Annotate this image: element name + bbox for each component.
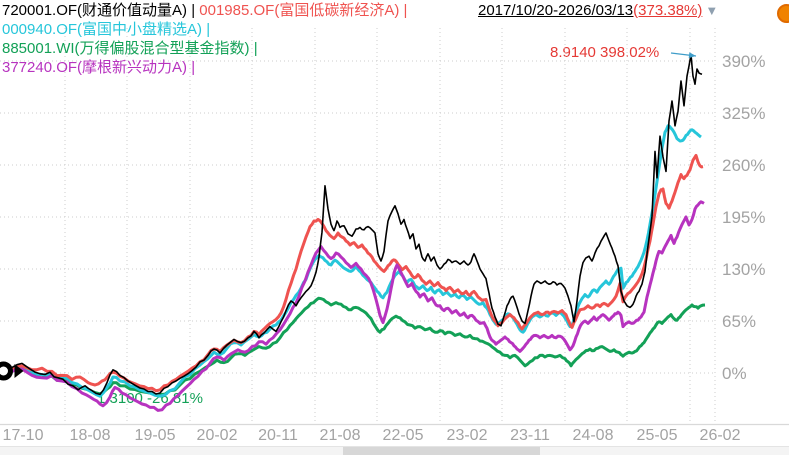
play-marker-icon[interactable]: [14, 364, 24, 378]
x-axis-label: 23-02: [446, 427, 488, 444]
max-value-annotation: 8.9140 398.02%: [550, 44, 660, 61]
legend-item-885001[interactable]: 885001.WI(万得偏股混合型基金指数) |: [2, 40, 258, 57]
legend-row-3: 885001.WI(万得偏股混合型基金指数) |: [2, 39, 407, 58]
y-axis-label: 0%: [722, 364, 747, 383]
scrollbar-thumb[interactable]: [343, 447, 540, 455]
x-axis-label: 24-08: [572, 427, 614, 444]
y-axis-label: 325%: [722, 104, 766, 123]
y-axis-label: 390%: [722, 52, 766, 71]
range-return-value: (373.38%): [633, 2, 703, 19]
series-line-0: [1, 53, 703, 396]
series-line-1: [1, 153, 704, 393]
series-line-4: [1, 200, 705, 412]
x-axis-label: 20-11: [258, 427, 298, 444]
edge-partial-icon[interactable]: [777, 4, 789, 23]
arrowhead-icon: [688, 52, 696, 59]
series-line-2: [1, 124, 702, 398]
horizontal-scrollbar[interactable]: [0, 446, 789, 455]
legend-item-001985[interactable]: 001985.OF(富国低碳新经济A) |: [199, 2, 408, 19]
legend-row-1: 720001.OF(财通价值动量A) | 001985.OF(富国低碳新经济A)…: [2, 1, 407, 20]
y-axis-label: 65%: [722, 312, 757, 331]
x-axis-label: 23-11: [510, 427, 550, 444]
x-axis-label: 25-05: [636, 427, 678, 444]
legend-item-377240[interactable]: 377240.OF(摩根新兴动力A) |: [2, 59, 196, 76]
y-axis-label: 260%: [722, 156, 766, 175]
x-axis-label: 17-10: [2, 427, 44, 444]
y-axis-label: 130%: [722, 260, 766, 279]
x-axis-label: 26-02: [699, 427, 741, 444]
date-range-selector[interactable]: 2017/10/20-2026/03/13(373.38%) ▼: [478, 2, 718, 19]
legend-item-720001[interactable]: 720001.OF(财通价值动量A) |: [2, 2, 200, 19]
x-axis-label: 19-05: [134, 427, 176, 444]
chevron-down-icon[interactable]: ▼: [705, 3, 719, 18]
x-axis-label: 21-08: [319, 427, 361, 444]
y-axis-label: 195%: [722, 208, 766, 227]
x-axis-label: 20-02: [196, 427, 238, 444]
legend-row-2: 000940.OF(富国中小盘精选A) |: [2, 20, 407, 39]
legend-item-000940[interactable]: 000940.OF(富国中小盘精选A) |: [2, 21, 211, 38]
x-axis-label: 22-05: [382, 427, 424, 444]
start-point-marker[interactable]: [0, 361, 13, 381]
date-range-text[interactable]: 2017/10/20-2026/03/13: [478, 2, 634, 19]
legend: 720001.OF(财通价值动量A) | 001985.OF(富国低碳新经济A)…: [2, 1, 407, 77]
legend-row-4: 377240.OF(摩根新兴动力A) |: [2, 58, 407, 77]
x-axis-label: 18-08: [69, 427, 111, 444]
